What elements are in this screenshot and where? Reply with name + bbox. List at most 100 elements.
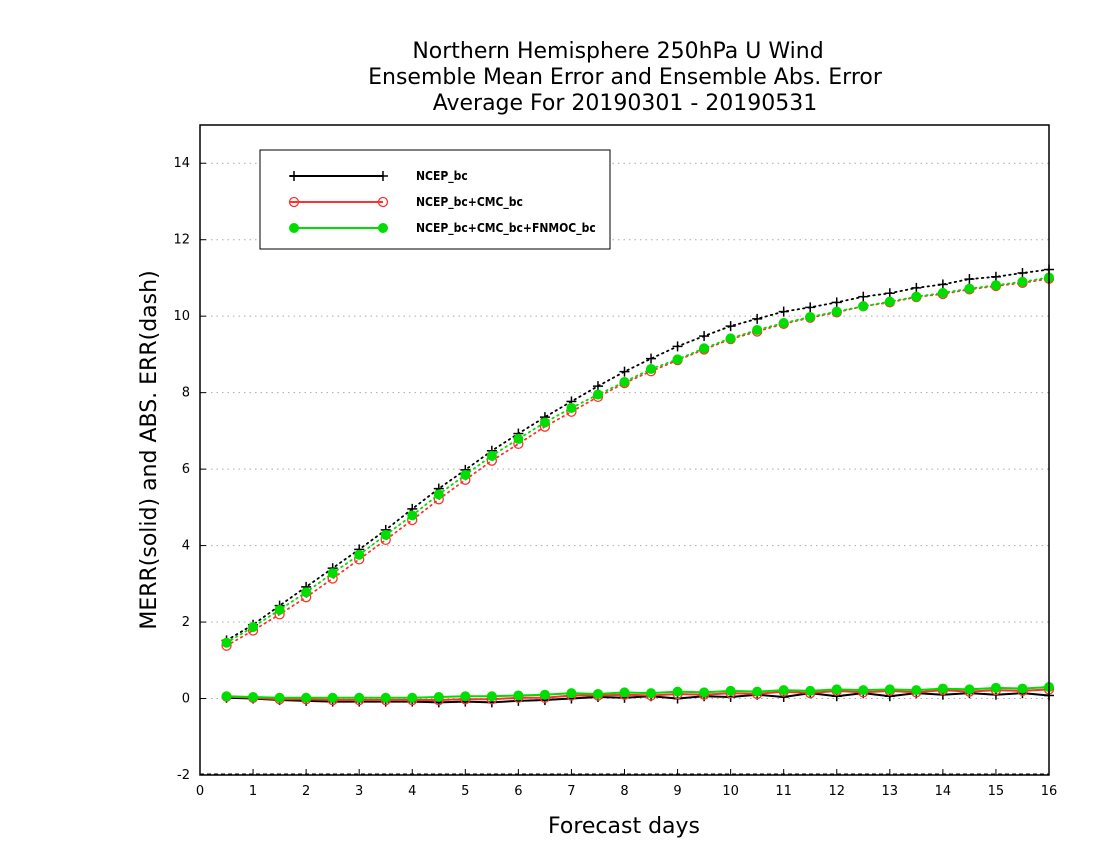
abs-err-point (990, 271, 1001, 282)
mean-err-point (460, 691, 471, 702)
abs-err-point (407, 510, 418, 521)
x-tick-label: 16 (1041, 784, 1058, 799)
abs-err-point (884, 296, 895, 307)
abs-err-point (805, 311, 816, 322)
abs-err-point (725, 333, 736, 344)
grid (200, 162, 1049, 775)
mean-err-point (513, 690, 524, 701)
abs-err-point (592, 381, 603, 392)
abs-err-point (221, 637, 232, 648)
x-tick-label: 15 (988, 784, 1005, 799)
legend-entry-3: NCEP_bc+CMC_bc+FNMOC_bc (289, 221, 596, 236)
mean-err-point (248, 692, 259, 702)
y-tick-label: 6 (182, 462, 190, 477)
mean-err-point (884, 684, 895, 695)
abs-err-point (486, 450, 497, 461)
abs-err-point (937, 287, 948, 298)
abs-err-point (354, 549, 365, 560)
mean-err-point (778, 685, 789, 696)
abs-err-point (778, 318, 789, 329)
abs-err-point (380, 529, 391, 540)
mean-err-point (301, 692, 312, 703)
mean-err-point (964, 684, 975, 695)
abs-err-point (752, 324, 763, 335)
mean-err-point (911, 685, 922, 696)
filled-circle-marker (378, 223, 388, 233)
x-tick-label: 9 (673, 784, 681, 799)
mean-err-point (752, 686, 763, 697)
x-tick-label: 7 (567, 784, 575, 799)
abs-err-point (327, 568, 338, 579)
abs-err-point (646, 363, 657, 374)
plus-marker (378, 171, 388, 181)
x-tick-label: 3 (355, 784, 363, 799)
legend: NCEP_bc NCEP_bc+CMC_bc NCEP_bc+CMC_bc+FNMO… (259, 149, 611, 250)
legend-label: NCEP_bc (416, 169, 468, 184)
chart-title-line-2: Ensemble Mean Error and Ensemble Abs. Er… (368, 65, 883, 90)
mean-err-point (831, 684, 842, 695)
x-tick-label: 6 (514, 784, 522, 799)
mean-err-point (990, 682, 1001, 693)
mean-err-point (380, 692, 391, 703)
abs-err-point (1017, 276, 1028, 287)
chart-title: Northern Hemisphere 250hPa U Wind Ensemb… (368, 39, 883, 116)
x-tick-label: 5 (461, 784, 469, 799)
abs-err-point (566, 402, 577, 413)
y-tick-label: 12 (173, 233, 190, 248)
mean-err-point (646, 688, 657, 699)
y-tick-label: 4 (182, 539, 190, 554)
mean-err-point (699, 687, 710, 698)
abs-err-point (1017, 267, 1028, 278)
abs-err-point (884, 288, 895, 299)
abs-err-point (964, 274, 975, 285)
abs-err-point (433, 489, 444, 500)
x-tick-label: 11 (775, 784, 792, 799)
mean-err-point (407, 692, 418, 703)
filled-circle-marker (289, 223, 299, 233)
mean-err-point (433, 692, 444, 702)
x-tick-label: 12 (828, 784, 845, 799)
abs-err-point (831, 306, 842, 317)
x-tick-label: 13 (882, 784, 899, 799)
x-tick-label: 4 (408, 784, 416, 799)
legend-label: NCEP_bc+CMC_bc (416, 195, 523, 210)
abs-err-point (274, 604, 285, 615)
x-tick-label: 8 (620, 784, 628, 799)
legend-entry-1: NCEP_bc (289, 169, 468, 184)
abs-err-point (858, 291, 869, 302)
plus-marker (289, 171, 299, 181)
y-tick-label: -2 (177, 768, 190, 783)
legend-box (259, 149, 611, 250)
series-3 (221, 272, 1054, 703)
abs-err-line (225, 276, 1050, 644)
mean-err-point (486, 691, 497, 702)
mean-err-point (805, 685, 816, 696)
abs-err-point (301, 587, 312, 598)
y-tick-label: 0 (182, 692, 190, 707)
chart-title-line-3: Average For 20190301 - 20190531 (433, 91, 818, 116)
mean-err-point (566, 688, 577, 699)
mean-err-point (725, 685, 736, 696)
open-circle-marker (288, 196, 300, 208)
open-circle-marker (377, 196, 389, 208)
mean-err-point (592, 688, 603, 699)
abs-err-point (911, 282, 922, 293)
series-1 (221, 264, 1054, 708)
x-tick-label: 2 (302, 784, 310, 799)
mean-err-point (937, 683, 948, 694)
mean-err-point (858, 685, 869, 696)
abs-err-point (619, 366, 630, 377)
mean-err-point (672, 686, 683, 697)
abs-err-point (672, 354, 683, 365)
y-tick-label: 14 (173, 156, 190, 171)
abs-err-point (831, 297, 842, 308)
x-tick-label: 14 (935, 784, 952, 799)
abs-err-point (539, 417, 550, 428)
abs-err-point (460, 469, 471, 480)
abs-err-point (513, 433, 524, 444)
y-tick-label: 8 (182, 386, 190, 401)
abs-err-line (225, 277, 1050, 647)
abs-err-point (964, 283, 975, 294)
